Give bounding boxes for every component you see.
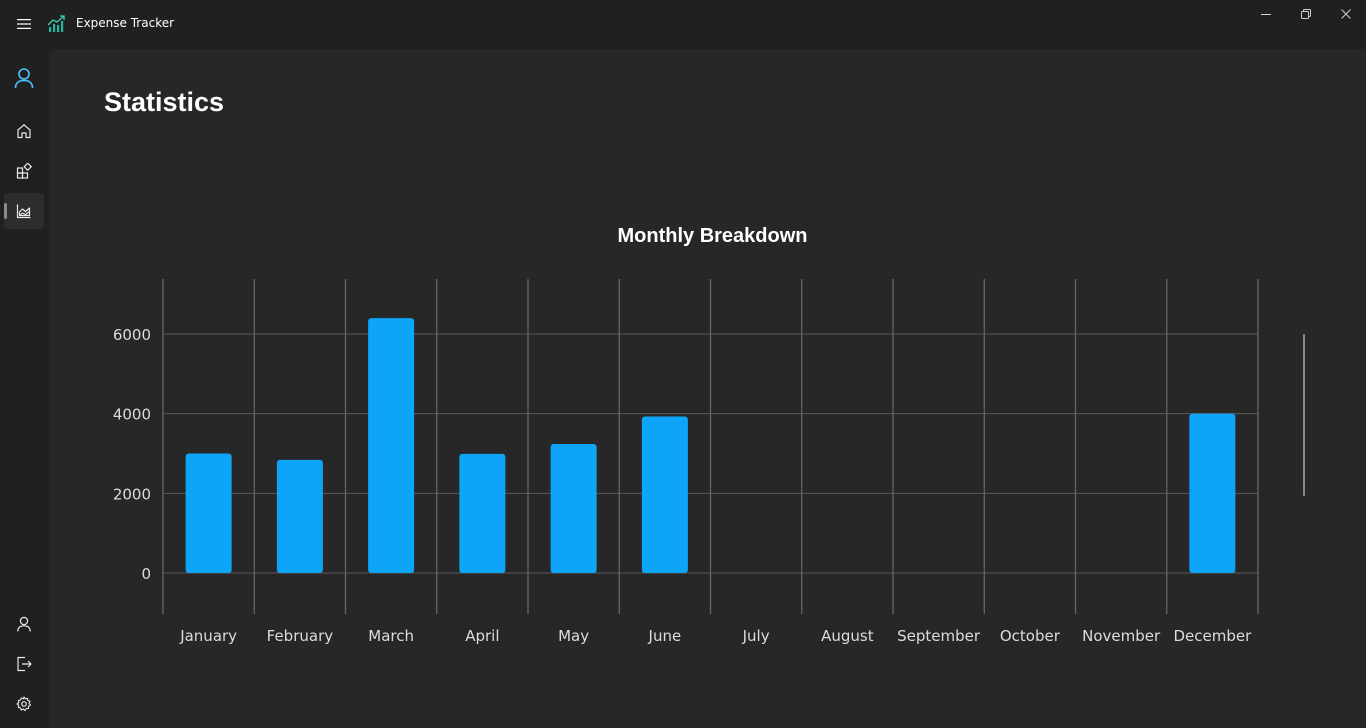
x-tick-label: July [742,627,770,645]
bar-december [1189,413,1236,573]
person-icon [14,68,34,89]
bar-april [459,453,506,573]
bar-march [368,318,415,573]
monthly-breakdown-chart: Monthly Breakdown 0 2000 4000 6000 January Feb… [113,225,1259,645]
y-tick-label: 2000 [113,485,151,503]
nav-item-home[interactable] [4,113,44,149]
maximize-button[interactable] [1286,0,1326,28]
close-icon [1341,9,1351,19]
settings-button[interactable] [4,686,44,722]
x-tick-label: October [1000,627,1061,645]
app-title: Expense Tracker [76,16,175,30]
selection-indicator [4,203,7,219]
logout-button[interactable] [4,646,44,682]
account-button[interactable] [4,60,44,96]
restore-icon [1301,9,1311,19]
sign-out-icon [17,656,32,672]
x-tick-label: February [267,627,334,645]
x-tick-label: January [179,627,237,645]
vertical-scrollbar[interactable] [1303,334,1305,496]
bar-may [550,443,597,573]
chart-logo-icon [47,15,65,32]
hamburger-menu-button[interactable] [10,10,38,38]
bar-january [185,453,232,573]
content-frame: Statistics Monthly Breakdown 0 2000 4000 600… [49,49,1366,728]
x-tick-label: December [1173,627,1252,645]
x-tick-label: May [558,627,589,645]
nav-item-categories[interactable] [4,153,44,189]
x-tick-label: March [368,627,414,645]
x-tick-label: June [648,627,682,645]
y-tick-label: 0 [141,565,151,583]
x-tick-label: November [1082,627,1161,645]
x-tick-label: September [897,627,981,645]
page-title: Statistics [104,87,225,117]
profile-button[interactable] [4,606,44,642]
x-tick-label: April [465,627,499,645]
bar-february [276,459,323,573]
minimize-button[interactable] [1246,0,1286,28]
close-button[interactable] [1326,0,1366,28]
nav-item-statistics[interactable] [4,193,44,229]
home-icon [17,124,31,139]
navigation-pane [0,48,49,728]
title-bar: Expense Tracker [0,0,1366,48]
person-icon [17,616,31,632]
area-chart-icon [16,204,31,219]
y-tick-label: 6000 [113,326,151,344]
hamburger-icon [17,19,31,29]
minimize-icon [1261,14,1271,15]
apps-add-icon [16,163,32,179]
chart-title: Monthly Breakdown [617,225,807,247]
bar-june [641,416,688,573]
gear-icon [16,696,32,712]
y-tick-label: 4000 [113,406,151,424]
x-tick-label: August [821,627,874,645]
